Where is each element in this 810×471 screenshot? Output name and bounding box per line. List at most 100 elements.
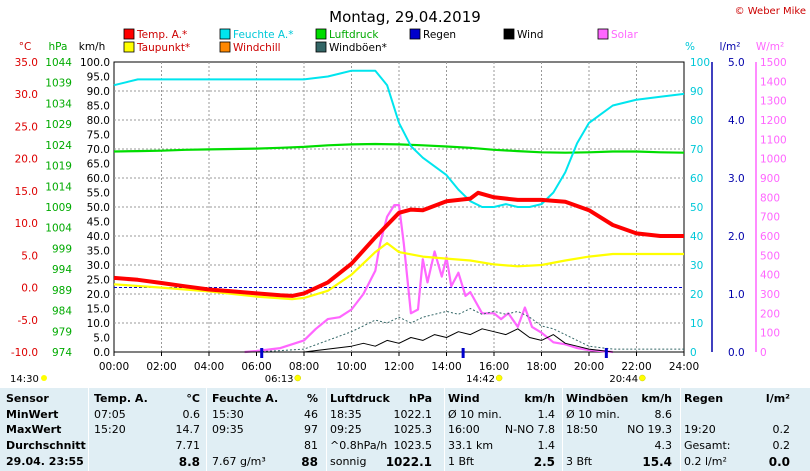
tick-solar: 1000 — [760, 154, 787, 166]
tick-solar: 1100 — [760, 134, 787, 146]
table-cell: Feuchte A. — [212, 392, 279, 405]
table-cell: Durchschnitt — [6, 439, 86, 452]
tick-humidity: 100 — [690, 57, 710, 69]
tick-solar: 1300 — [760, 96, 787, 108]
tick-wind: 25.0 — [87, 275, 110, 287]
tick-temp: 15.0 — [15, 186, 38, 198]
table-cell: 4.3 — [654, 439, 673, 452]
sun-icon — [639, 374, 646, 382]
sun-marker-bar — [260, 348, 264, 358]
tick-rain: 2.0 — [728, 231, 745, 243]
x-tick-label: 06:00 — [241, 361, 271, 373]
sun-marker-time: 06:13 — [265, 374, 294, 385]
x-axis: 00:00 02:00 04:00 06:00 08:00 10:00 12:00 14:00… — [99, 352, 699, 373]
table-cell: N-NO 7.8 — [504, 423, 555, 436]
table-cell: 88 — [301, 455, 318, 469]
axis-unit-pressure: hPa — [49, 41, 68, 53]
tick-wind: 10.0 — [87, 318, 110, 330]
legend-swatch-temp — [123, 28, 135, 40]
table-column-divider — [680, 388, 681, 471]
tick-wind: 95.0 — [87, 72, 110, 84]
tick-temp: 20.0 — [15, 154, 38, 166]
tick-solar: 700 — [760, 212, 780, 224]
tick-wind: 5.0 — [93, 333, 110, 345]
table-cell: 1022.1 — [393, 408, 433, 421]
table-cell: 15.4 — [642, 455, 672, 469]
table-cell: 18:50 — [566, 423, 598, 436]
tick-wind: 0.0 — [93, 347, 110, 359]
tick-pressure: 1029 — [45, 119, 72, 131]
tick-wind: 45.0 — [87, 217, 110, 229]
table-cell: Luftdruck — [330, 392, 390, 405]
tick-solar: 0 — [760, 347, 767, 359]
tick-pressure: 974 — [52, 347, 72, 359]
table-cell: 2.5 — [533, 455, 555, 469]
table-cell: MaxWert — [6, 423, 62, 436]
tick-solar: 800 — [760, 192, 780, 204]
tick-temp: 0.0 — [21, 283, 38, 295]
x-tick-label: 24:00 — [669, 361, 699, 373]
legend: Temp. A.* Feuchte A.* Luftdruck Regen Wind So… — [123, 28, 638, 54]
table-cell: 0.0 — [768, 455, 790, 469]
table-cell: 19:20 — [684, 423, 716, 436]
series-line-temp — [113, 190, 684, 298]
tick-rain: 4.0 — [728, 115, 745, 127]
tick-pressure: 979 — [52, 326, 72, 338]
series-group — [113, 69, 685, 354]
legend-swatch-humidity — [219, 28, 231, 40]
table-cell: 33.1 km — [448, 439, 494, 452]
table-cell: 8.8 — [178, 455, 200, 469]
tick-humidity: 10 — [690, 318, 703, 330]
legend-label-windchill: Windchill — [233, 42, 281, 54]
legend-swatch-rain — [409, 28, 421, 40]
legend-label-pressure: Luftdruck — [329, 29, 379, 41]
tick-pressure: 999 — [52, 243, 72, 255]
tick-solar: 200 — [760, 308, 780, 320]
tick-rain: 3.0 — [728, 173, 745, 185]
tick-humidity: 80 — [690, 115, 703, 127]
tick-pressure: 1004 — [45, 223, 72, 235]
table-cell: % — [306, 392, 318, 405]
table-cell: 18:35 — [330, 408, 362, 421]
tick-wind: 90.0 — [87, 86, 110, 98]
legend-label-rain: Regen — [423, 29, 456, 41]
tick-pressure: 1014 — [45, 181, 72, 193]
legend-label-dewpoint: Taupunkt* — [136, 42, 190, 54]
series-line-wind — [114, 328, 684, 353]
tick-temp: -10.0 — [11, 347, 38, 359]
table-cell: 09:25 — [330, 423, 362, 436]
legend-label-gusts: Windböen* — [329, 42, 387, 54]
axis-unit-solar: W/m² — [756, 41, 784, 53]
table-cell: 0.2 l/m² — [684, 455, 727, 468]
legend-label-humidity: Feuchte A.* — [233, 29, 294, 41]
sun-marker-time: 14:42 — [466, 374, 495, 385]
axis-unit-rain: l/m² — [720, 41, 741, 53]
tick-rain: 5.0 — [728, 57, 745, 69]
table-cell: 1023.5 — [393, 439, 433, 452]
tick-wind: 70.0 — [87, 144, 110, 156]
table-cell: Ø 10 min. — [448, 408, 502, 421]
sun-marker-time: 20:44 — [609, 374, 638, 385]
table-column-divider — [88, 388, 89, 471]
table-cell: °C — [186, 392, 200, 405]
tick-wind: 85.0 — [87, 101, 110, 113]
table-cell: Temp. A. — [94, 392, 148, 405]
tick-pressure: 1039 — [45, 78, 72, 90]
tick-temp: 10.0 — [15, 218, 38, 230]
table-cell: Wind — [448, 392, 480, 405]
tick-pressure: 1044 — [45, 57, 72, 69]
legend-swatch-gusts — [315, 41, 327, 53]
series-line-dewpoint — [113, 242, 684, 301]
table-cell: 7.67 g/m³ — [212, 455, 266, 468]
tick-pressure: 1024 — [45, 140, 72, 152]
tick-humidity: 0 — [690, 347, 697, 359]
table-column-divider — [444, 388, 445, 471]
tick-solar: 400 — [760, 270, 780, 282]
tick-pressure: 1009 — [45, 202, 72, 214]
table-cell: 15:20 — [94, 423, 126, 436]
axis-units: °C hPa km/h% l/m² W/m² — [19, 41, 784, 53]
tick-humidity: 50 — [690, 202, 703, 214]
table-cell: 0.2 — [772, 439, 791, 452]
legend-label-temp: Temp. A.* — [136, 29, 187, 41]
tick-wind: 100.0 — [80, 57, 110, 69]
